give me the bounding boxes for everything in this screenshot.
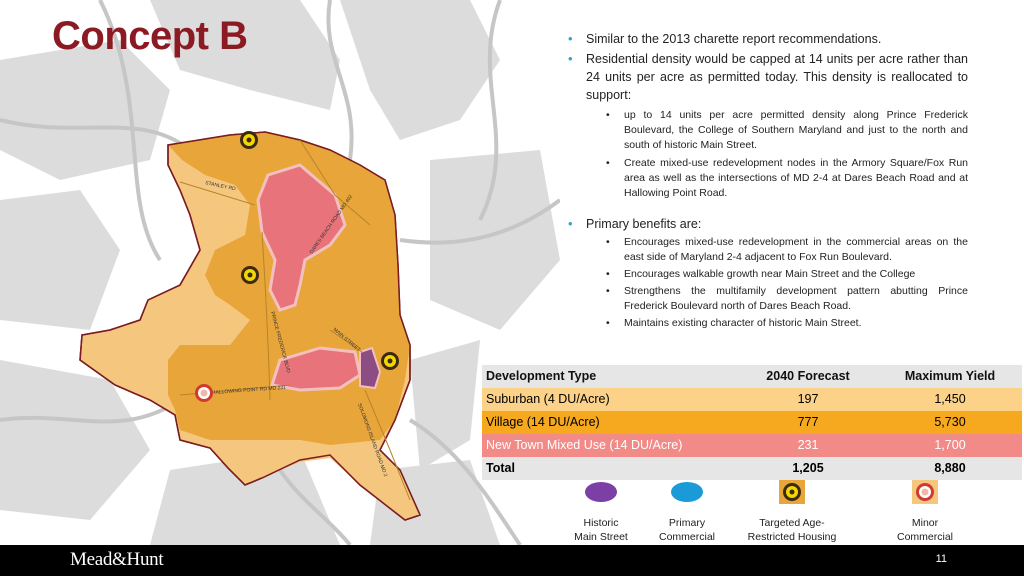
mixed-use-zone-north <box>256 163 347 312</box>
bullet-item: Similar to the 2013 charette report reco… <box>568 30 968 48</box>
sub-bullet-item: Strengthens the multifamily development … <box>568 284 968 314</box>
sub-bullet-list: up to 14 units per acre permitted densit… <box>568 108 968 201</box>
sub-bullet-item: Create mixed-use redevelopment nodes in … <box>568 156 968 201</box>
table-cell-forecast: 231 <box>797 438 819 452</box>
yellow-dot-icon <box>779 480 805 504</box>
table-header-cell: Maximum Yield <box>904 369 996 383</box>
legend-age-restricted-housing: Targeted Age- Restricted Housing <box>737 480 847 544</box>
table-cell-type: Suburban (4 DU/Acre) <box>486 392 610 406</box>
legend-label: Primary <box>668 517 706 529</box>
slide-title: Concept B <box>52 14 248 58</box>
table-cell-forecast: 197 <box>797 392 819 406</box>
age-restricted-marker <box>381 352 399 370</box>
table-cell-total-forecast: 1,205 <box>792 461 824 475</box>
bullet-item: Residential density would be capped at 1… <box>568 50 968 104</box>
bullet-list: Similar to the 2013 charette report reco… <box>568 30 968 334</box>
study-area-boundary <box>79 131 422 521</box>
legend-label: Targeted Age- <box>759 517 825 529</box>
legend-label: Commercial <box>896 531 953 543</box>
red-ring-icon <box>912 480 938 504</box>
table-row: New Town Mixed Use (14 DU/Acre) 231 1,70… <box>482 434 1022 457</box>
minor-commercial-marker <box>195 384 213 402</box>
table-cell-total-yield: 8,880 <box>934 461 966 475</box>
historic-main-street-zone <box>359 346 382 390</box>
legend-minor-commercial: Minor Commercial <box>880 480 970 544</box>
table-header-cell: Development Type <box>486 369 597 383</box>
sub-bullet-item: Encourages walkable growth near Main Str… <box>568 267 968 282</box>
legend-primary-commercial: Primary Commercial <box>646 480 728 544</box>
table-row: Village (14 DU/Acre) 777 5,730 <box>482 411 1022 434</box>
suburban-inner-zone <box>250 450 420 520</box>
map-roads <box>179 139 411 501</box>
table-cell-yield: 1,700 <box>934 438 966 452</box>
table-total-row: Total 1,205 8,880 <box>482 457 1022 480</box>
footer-bar: Mead&Hunt 11 <box>0 545 1024 576</box>
table-cell-total-label: Total <box>486 461 515 475</box>
blue-oval-icon <box>671 482 703 502</box>
table-cell-yield: 5,730 <box>934 415 966 429</box>
table-row: Suburban (4 DU/Acre) 197 1,450 <box>482 388 1022 411</box>
table-header-row: Development Type 2040 Forecast Maximum Y… <box>482 365 1022 388</box>
table-cell-type: New Town Mixed Use (14 DU/Acre) <box>486 438 683 452</box>
age-restricted-marker <box>240 131 258 149</box>
legend-label: Historic <box>583 517 619 529</box>
background-streets <box>0 0 560 545</box>
sub-bullet-list: Encourages mixed-use redevelopment in th… <box>568 235 968 331</box>
company-logo: Mead&Hunt <box>70 549 164 570</box>
sub-bullet-item: Maintains existing character of historic… <box>568 316 968 331</box>
sub-bullet-item: up to 14 units per acre permitted densit… <box>568 108 968 153</box>
legend-label: Restricted Housing <box>747 531 837 543</box>
table-cell-forecast: 777 <box>797 415 819 429</box>
table-cell-type: Village (14 DU/Acre) <box>486 415 600 429</box>
legend-label: Main Street <box>574 531 628 543</box>
table-cell-yield: 1,450 <box>934 392 966 406</box>
legend-label: Commercial <box>658 531 715 543</box>
concept-map: STANLEY RD DARES BEACH ROAD MD 402 PRINC… <box>0 0 560 545</box>
road-label-hallowing-point: HALLOWING POINT RD MD 231 <box>212 385 287 396</box>
age-restricted-marker <box>241 266 259 284</box>
bullet-item: Primary benefits are: <box>568 215 968 233</box>
legend-label: Minor <box>911 517 939 529</box>
sub-bullet-item: Encourages mixed-use redevelopment in th… <box>568 235 968 265</box>
purple-oval-icon <box>585 482 617 502</box>
table-header-cell: 2040 Forecast <box>766 369 850 383</box>
development-table: Development Type 2040 Forecast Maximum Y… <box>482 365 1022 480</box>
page-number: 11 <box>935 553 947 565</box>
legend-historic-main-street: Historic Main Street <box>560 480 642 544</box>
